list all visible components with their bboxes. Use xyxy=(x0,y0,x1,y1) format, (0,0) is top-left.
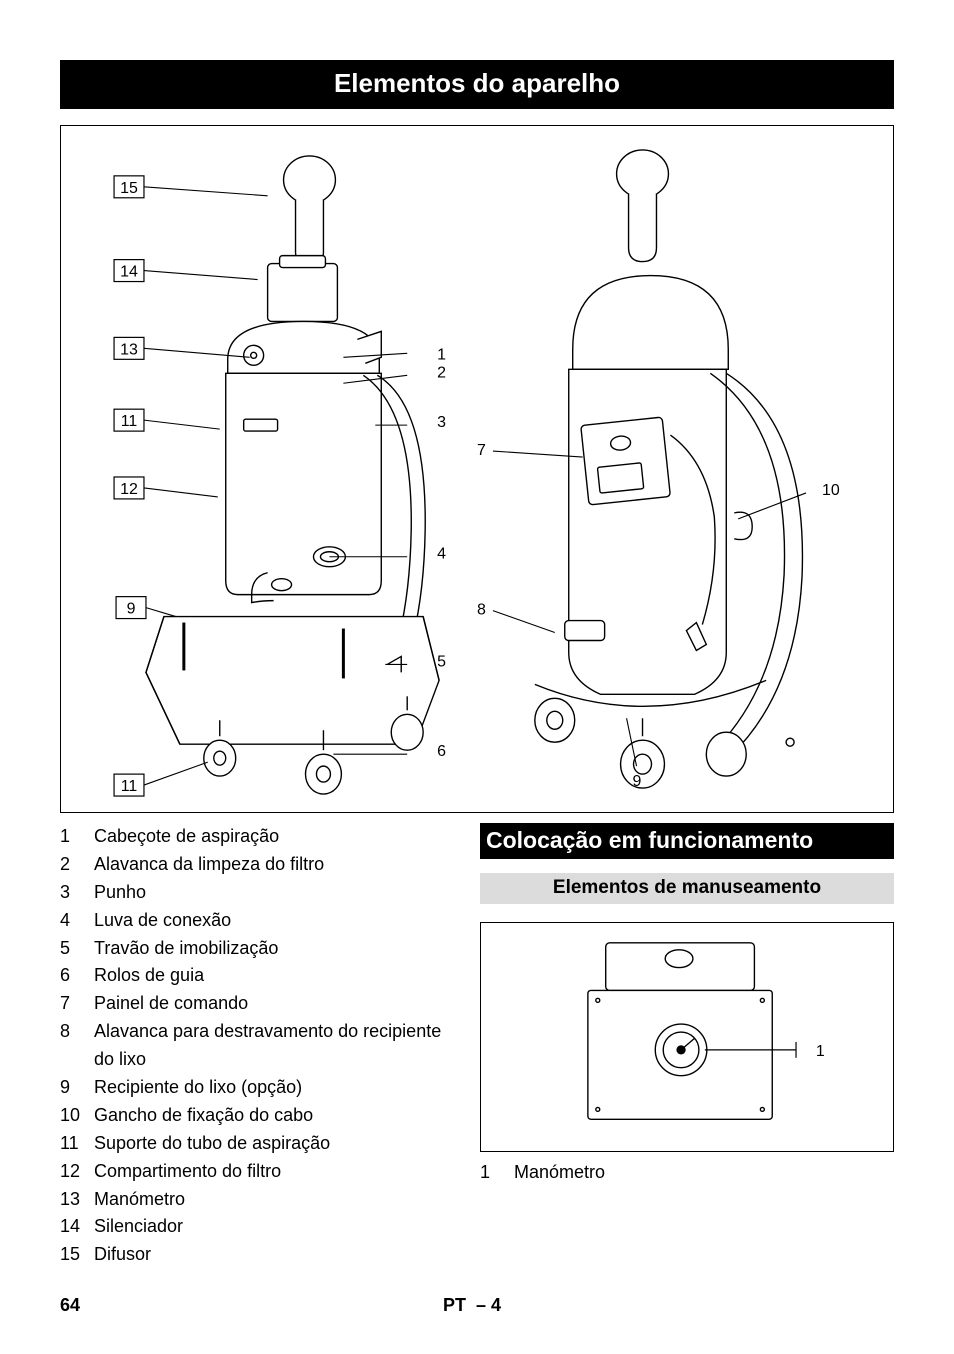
parts-list-num: 13 xyxy=(60,1186,94,1214)
svg-text:1: 1 xyxy=(437,346,446,363)
parts-list-row: 9Recipiente do lixo (opção) xyxy=(60,1074,460,1102)
parts-list-row: 8Alavanca para destravamento do recipien… xyxy=(60,1018,460,1074)
parts-list-label: Rolos de guia xyxy=(94,962,460,990)
parts-list-num: 1 xyxy=(60,823,94,851)
parts-list-label: Painel de comando xyxy=(94,990,460,1018)
panel-diagram-svg: 1 xyxy=(481,923,893,1151)
parts-list-num: 4 xyxy=(60,907,94,935)
svg-text:7: 7 xyxy=(477,442,486,459)
parts-list-label: Cabeçote de aspiração xyxy=(94,823,460,851)
parts-list-row: 5Travão de imobilização xyxy=(60,935,460,963)
svg-text:10: 10 xyxy=(822,482,840,499)
parts-list-label: Alavanca para destravamento do recipient… xyxy=(94,1018,460,1074)
parts-list-row: 3Punho xyxy=(60,879,460,907)
section2-header: Colocação em funcionamento xyxy=(480,823,894,859)
svg-text:2: 2 xyxy=(437,364,446,381)
svg-text:8: 8 xyxy=(477,602,486,619)
page-footer: 64 PT – 4 xyxy=(60,1295,894,1316)
panel-callout-1: 1 xyxy=(816,1043,825,1060)
section-header: Elementos do aparelho xyxy=(60,60,894,109)
panel-list-num: 1 xyxy=(480,1162,514,1183)
main-diagram-svg: 1514131112911 12345678109 xyxy=(61,126,893,812)
parts-list-label: Suporte do tubo de aspiração xyxy=(94,1130,460,1158)
parts-list-row: 14Silenciador xyxy=(60,1213,460,1241)
parts-list-row: 2Alavanca da limpeza do filtro xyxy=(60,851,460,879)
parts-list-label: Punho xyxy=(94,879,460,907)
page-number: 64 xyxy=(60,1295,80,1316)
svg-text:5: 5 xyxy=(437,653,446,670)
parts-list-num: 8 xyxy=(60,1018,94,1074)
parts-list-label: Difusor xyxy=(94,1241,460,1269)
svg-text:11: 11 xyxy=(121,413,138,430)
svg-text:4: 4 xyxy=(437,546,446,563)
parts-list-num: 12 xyxy=(60,1158,94,1186)
svg-text:15: 15 xyxy=(120,180,138,197)
parts-list-label: Manómetro xyxy=(94,1186,460,1214)
panel-list-label: Manómetro xyxy=(514,1162,605,1183)
section-header-text: Elementos do aparelho xyxy=(334,68,620,98)
parts-list-num: 2 xyxy=(60,851,94,879)
parts-list-num: 6 xyxy=(60,962,94,990)
parts-list-num: 9 xyxy=(60,1074,94,1102)
svg-text:6: 6 xyxy=(437,743,446,760)
parts-list-row: 1Cabeçote de aspiração xyxy=(60,823,460,851)
parts-list-num: 11 xyxy=(60,1130,94,1158)
parts-list-label: Silenciador xyxy=(94,1213,460,1241)
parts-list-label: Luva de conexão xyxy=(94,907,460,935)
parts-list-num: 7 xyxy=(60,990,94,1018)
panel-diagram: 1 xyxy=(480,922,894,1152)
section2-subhead: Elementos de manuseamento xyxy=(480,873,894,904)
svg-text:12: 12 xyxy=(120,481,138,498)
section2-header-text: Colocação em funcionamento xyxy=(486,827,813,853)
panel-list-row: 1Manómetro xyxy=(480,1162,894,1183)
svg-text:3: 3 xyxy=(437,414,446,431)
parts-list-row: 15Difusor xyxy=(60,1241,460,1269)
parts-list-num: 5 xyxy=(60,935,94,963)
parts-list-row: 13Manómetro xyxy=(60,1186,460,1214)
svg-text:9: 9 xyxy=(633,773,642,790)
parts-list-label: Compartimento do filtro xyxy=(94,1158,460,1186)
svg-text:9: 9 xyxy=(127,601,136,618)
parts-list-row: 10Gancho de fixação do cabo xyxy=(60,1102,460,1130)
parts-list-row: 6Rolos de guia xyxy=(60,962,460,990)
parts-list: 1Cabeçote de aspiração2Alavanca da limpe… xyxy=(60,823,460,1269)
svg-text:13: 13 xyxy=(120,341,138,358)
svg-text:11: 11 xyxy=(121,778,138,795)
parts-list-row: 4Luva de conexão xyxy=(60,907,460,935)
parts-list-row: 12Compartimento do filtro xyxy=(60,1158,460,1186)
parts-list-num: 3 xyxy=(60,879,94,907)
parts-list-label: Gancho de fixação do cabo xyxy=(94,1102,460,1130)
parts-list-label: Alavanca da limpeza do filtro xyxy=(94,851,460,879)
parts-list-row: 7Painel de comando xyxy=(60,990,460,1018)
parts-list-label: Travão de imobilização xyxy=(94,935,460,963)
parts-list-num: 15 xyxy=(60,1241,94,1269)
svg-text:14: 14 xyxy=(120,264,138,281)
parts-list-num: 10 xyxy=(60,1102,94,1130)
parts-list-row: 11Suporte do tubo de aspiração xyxy=(60,1130,460,1158)
section2-subhead-text: Elementos de manuseamento xyxy=(553,877,821,898)
lang-code: PT – 4 xyxy=(443,1295,501,1316)
parts-list-num: 14 xyxy=(60,1213,94,1241)
main-diagram: 1514131112911 12345678109 xyxy=(60,125,894,813)
parts-list-label: Recipiente do lixo (opção) xyxy=(94,1074,460,1102)
panel-list: 1Manómetro xyxy=(480,1162,894,1183)
